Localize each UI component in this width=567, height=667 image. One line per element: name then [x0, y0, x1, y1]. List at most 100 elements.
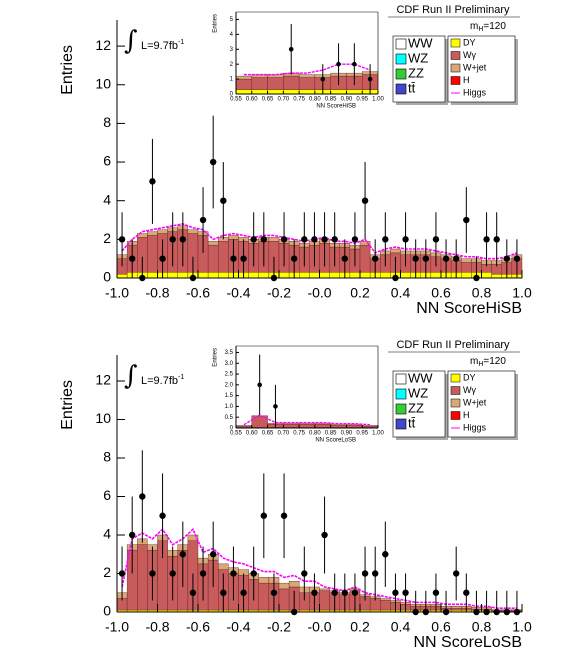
y-tick-label: 0 [230, 426, 234, 432]
data-point [118, 570, 126, 577]
stack-bar [235, 89, 252, 95]
experiment-label: CDF Run II Preliminary [396, 339, 510, 351]
stack-bar [251, 77, 268, 90]
x-tick-label: -0.8 [145, 285, 169, 301]
stack-bar [137, 544, 148, 611]
legend-swatch [395, 38, 407, 50]
stack-bar [258, 577, 270, 584]
data-point [412, 255, 419, 262]
x-tick-label: 0.95 [356, 97, 368, 103]
integral-sign: ∫ [124, 26, 138, 56]
stack-bar [481, 272, 492, 279]
x-tick-label: 0.80 [309, 97, 321, 103]
data-point [442, 255, 450, 262]
stack-bar [450, 606, 462, 609]
data-point [159, 255, 166, 262]
data-point [288, 46, 294, 52]
legend-label: Higgs [463, 422, 487, 432]
legend-label: H [463, 75, 470, 85]
higgs-line [243, 63, 371, 76]
data-point [513, 608, 521, 616]
stack-bar [346, 89, 363, 95]
x-tick-label: 0.85 [325, 431, 337, 437]
legend-swatch [450, 51, 461, 60]
stack-bar [218, 241, 229, 273]
x-tick-label: 0.75 [293, 97, 305, 103]
legend-swatch [450, 373, 461, 383]
lumi-value: L=9.7fb [141, 375, 178, 387]
y-tick-label: 2 [103, 564, 111, 580]
legend-label: WZ [408, 385, 428, 400]
higgs-line [121, 223, 518, 260]
x-tick-label: 0.80 [309, 431, 321, 437]
x-axis-label: NN ScoreLoSB [315, 438, 356, 444]
data-point [179, 236, 187, 243]
legend-label: tt̄ [408, 415, 416, 430]
stack-bar [349, 272, 361, 279]
data-point [260, 512, 268, 519]
stack-bar [235, 78, 252, 90]
y-axis-label: Entries [59, 45, 76, 95]
stack-bar [319, 272, 330, 279]
data-point [240, 589, 247, 596]
data-point [128, 255, 136, 262]
data-point [367, 76, 373, 82]
data-point [118, 236, 126, 243]
lumi-exponent: -1 [178, 374, 184, 381]
y-tick-label: 1.0 [225, 404, 234, 410]
data-point [311, 589, 318, 596]
data-point [240, 255, 247, 262]
data-point [442, 608, 450, 616]
data-point [257, 382, 262, 388]
legend-label: Higgs [463, 87, 487, 97]
data-point [382, 236, 389, 243]
legend-label: WZ [408, 50, 428, 65]
stack-bar [187, 534, 199, 541]
legend-label: tt̄ [408, 80, 416, 95]
y-axis-label: Entries [213, 348, 219, 367]
stack-bar [330, 424, 347, 426]
x-tick-label: -0.4 [226, 619, 250, 635]
x-axis-label: NN ScoreHiSB [316, 104, 356, 110]
y-tick-label: 0 [103, 269, 111, 285]
data-point [280, 512, 288, 519]
stack-bar [430, 272, 442, 279]
y-tick-label: 10 [95, 410, 111, 426]
x-tick-label: 0.4 [391, 285, 411, 301]
data-point [422, 255, 430, 262]
stack-bar [298, 89, 316, 95]
legend-label: WW [408, 35, 433, 50]
x-tick-label: 0.6 [431, 285, 451, 301]
data-point [169, 236, 176, 243]
x-tick-label: 0.6 [431, 619, 451, 635]
x-tick-label: 0.65 [262, 97, 274, 103]
x-tick-label: -1.0 [105, 285, 129, 301]
mass-value: =120 [483, 21, 506, 32]
stack-bar [330, 89, 347, 95]
mass-label: mH=120 [470, 21, 506, 33]
data-point [169, 570, 176, 577]
x-tick-label: -0.0 [307, 285, 331, 301]
stack-bar [283, 75, 300, 90]
stack-bar [359, 244, 371, 273]
stack-bar [491, 273, 502, 279]
x-tick-label: 1.0 [512, 619, 532, 635]
stack-bar [278, 588, 290, 611]
data-point [513, 255, 521, 262]
data-point [189, 589, 197, 596]
stack-bar [218, 563, 229, 570]
x-tick-label: 1.00 [372, 97, 384, 103]
y-tick-label: 1.5 [225, 393, 234, 399]
stack-bar [268, 237, 280, 242]
legend-swatch [395, 403, 407, 415]
stack-bar [267, 77, 284, 90]
data-point [270, 274, 278, 282]
mass-subscript: H [478, 26, 483, 33]
data-point [412, 608, 419, 616]
data-point [463, 216, 470, 224]
stack-bar [314, 423, 331, 425]
data-point [230, 570, 237, 577]
y-tick-label: 2 [230, 62, 234, 68]
mass-subscript: H [478, 361, 483, 368]
data-point [341, 589, 349, 596]
